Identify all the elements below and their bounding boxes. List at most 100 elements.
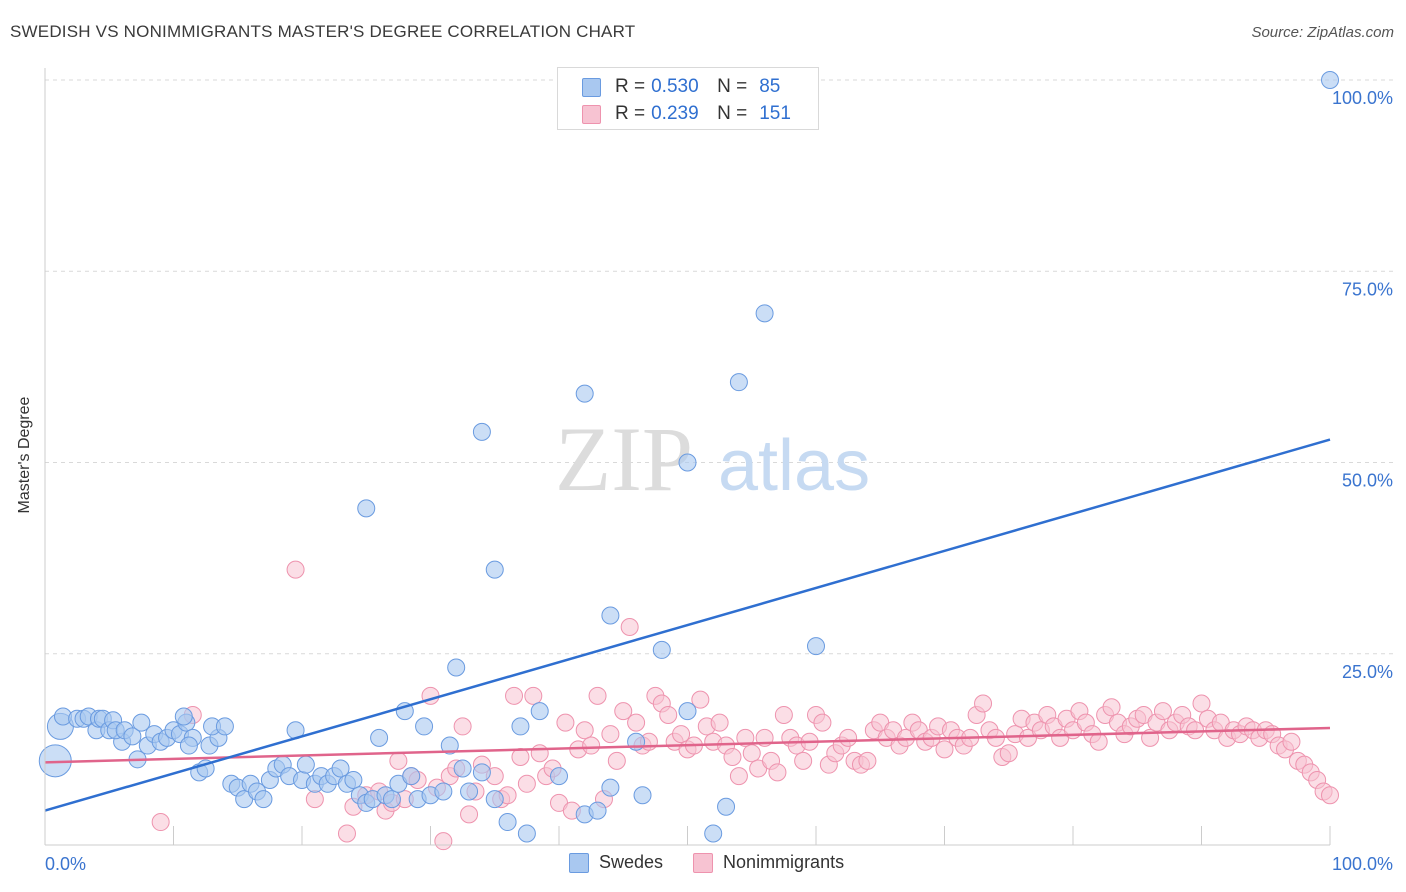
data-point-swedes [254,790,273,809]
data-point-swedes [434,782,453,801]
data-point-swedes [652,640,671,659]
data-point-swedes [215,717,234,736]
data-point-nonimmigrants [723,748,742,767]
data-point-swedes [517,824,536,843]
y-axis-title-wrap: Master's Degree [16,338,34,514]
data-point-nonimmigrants [774,705,793,724]
bottom-legend-swedes[interactable]: Swedes [569,852,663,873]
chart-title: SWEDISH VS NONIMMIGRANTS MASTER'S DEGREE… [10,22,636,41]
data-point-swedes [550,767,568,786]
data-point-swedes [704,824,723,843]
data-point-nonimmigrants [742,744,761,763]
data-point-nonimmigrants [530,744,549,763]
data-point-swedes [717,797,736,816]
data-point-swedes [498,813,517,832]
data-point-swedes [530,702,549,721]
bottom-legend-swatch-swedes [569,852,589,873]
data-point-swedes [296,755,315,774]
legend-swatch-nonimmigrants [582,104,601,124]
data-point-swedes [485,790,504,809]
data-point-nonimmigrants [524,686,543,705]
data-point-nonimmigrants [768,763,787,782]
bottom-legend-swatch-nonimmigrants [693,852,714,873]
data-point-swedes [633,786,652,805]
trend-line-nonimmigrants [44,726,1331,764]
data-point-nonimmigrants [672,725,691,744]
data-point-nonimmigrants [556,713,575,732]
data-point-nonimmigrants [620,617,639,636]
data-point-swedes [344,770,363,789]
x-tick-label: 100.0% [1332,854,1393,874]
y-axis-title: Master's Degree [16,396,33,514]
legend-n-value: 85 [759,76,781,97]
data-point-nonimmigrants [517,774,536,793]
data-point-swedes [729,373,748,392]
legend-r-value: 0.239 [651,103,699,124]
data-point-swedes [447,658,466,677]
data-point-swedes [575,384,594,403]
y-tick-label: 25.0% [1342,662,1393,682]
legend-row-swedes: R = 0.530 N = 85 [582,74,780,100]
data-point-nonimmigrants [1321,786,1339,805]
data-point-swedes [601,778,620,797]
bottom-legend: Swedes Nonimmigrants [569,852,874,873]
data-point-swedes [601,606,620,625]
series-swedes-points [38,71,1339,843]
tick-labels: 25.0% 50.0% 75.0% 100.0% 0.0% 100.0% [45,88,1393,874]
data-point-swedes [415,717,434,736]
trend-line-swedes [44,438,1331,812]
data-point-nonimmigrants [305,790,324,809]
legend-r-label: R = [615,103,646,124]
data-point-nonimmigrants [453,717,472,736]
data-point-nonimmigrants [627,713,646,732]
data-point-swedes [1321,71,1339,89]
y-tick-label: 75.0% [1342,279,1393,299]
data-point-nonimmigrants [1153,702,1172,721]
legend-swatch-swedes [582,77,601,97]
bottom-legend-nonimmigrants[interactable]: Nonimmigrants [693,852,844,873]
data-point-swedes [440,736,459,755]
legend-n-label: N = [717,76,748,97]
data-point-nonimmigrants [389,751,408,770]
data-point-swedes [132,713,151,732]
data-point-nonimmigrants [858,751,877,770]
data-point-nonimmigrants [794,751,813,770]
source-label: Source: ZipAtlas.com [1251,24,1394,41]
legend-n-value: 151 [759,103,791,124]
data-point-nonimmigrants [151,813,170,832]
data-point-swedes [472,422,491,441]
data-point-nonimmigrants [691,690,710,709]
watermark-zip: ZIP [555,408,693,510]
data-point-nonimmigrants [736,728,755,747]
data-point-nonimmigrants [511,748,530,767]
data-point-nonimmigrants [460,805,479,824]
bottom-legend-label-nonimmigrants: Nonimmigrants [723,852,845,872]
data-point-nonimmigrants [839,728,858,747]
data-point-swedes [179,736,198,755]
y-tick-label: 50.0% [1342,471,1393,491]
data-point-nonimmigrants [1102,698,1121,717]
data-point-nonimmigrants [710,713,729,732]
data-point-swedes [807,637,825,656]
legend-n-label: N = [717,103,748,124]
watermark-atlas: atlas [718,426,870,506]
data-point-nonimmigrants [286,560,305,579]
data-point-nonimmigrants [505,686,524,705]
data-point-nonimmigrants [582,736,601,755]
trend-lines [44,438,1331,812]
data-point-swedes [123,727,142,746]
data-point-nonimmigrants [614,702,633,721]
data-point-swedes [472,763,491,782]
legend-row-nonimmigrants: R = 0.239 N = 151 [582,101,791,127]
data-point-swedes [453,759,472,778]
data-point-nonimmigrants [588,686,607,705]
data-point-swedes [460,782,479,801]
axes [44,68,1331,846]
x-tick-label: 0.0% [45,854,86,874]
gridlines [45,79,1395,655]
data-point-swedes [370,728,389,747]
data-point-swedes [174,707,193,726]
data-point-swedes [755,304,774,323]
data-point-nonimmigrants [434,832,453,851]
data-point-swedes [357,499,376,518]
